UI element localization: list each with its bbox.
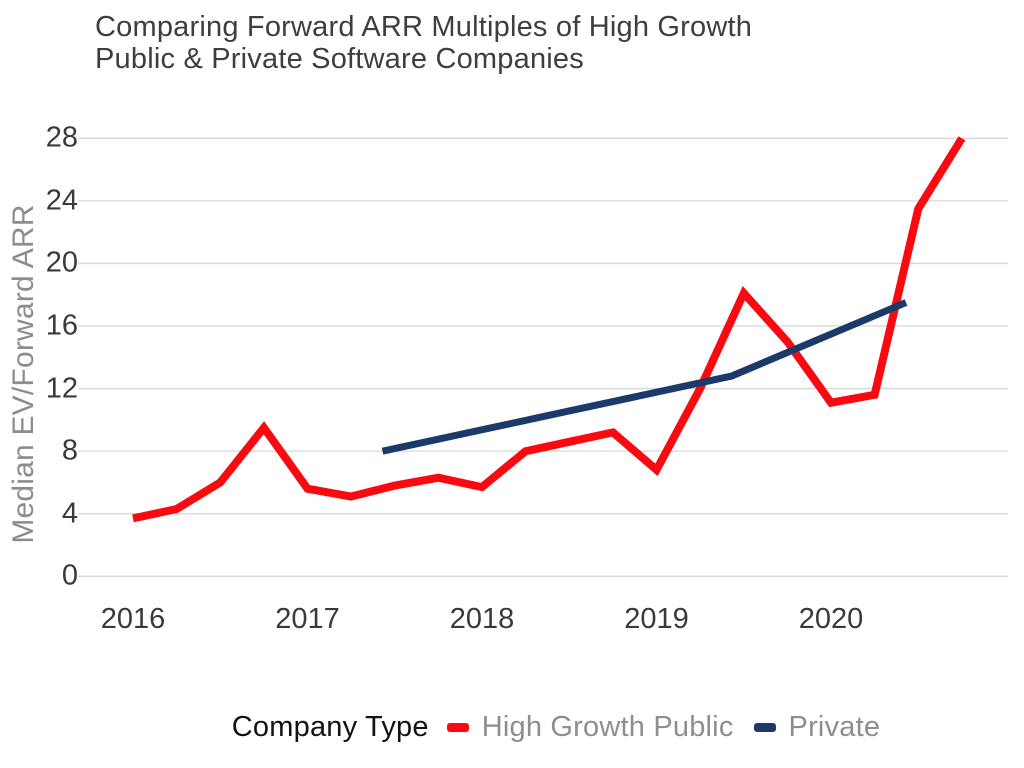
x-tick-label-2019: 2019 bbox=[624, 603, 689, 635]
y-tick-label-20: 20 bbox=[45, 246, 78, 279]
legend-entry-high-growth-public: High Growth Public bbox=[446, 711, 734, 744]
legend: Company Type High Growth Public Private bbox=[44, 711, 1024, 744]
legend-label-high-growth-public: High Growth Public bbox=[481, 711, 734, 743]
y-tick-label-4: 4 bbox=[61, 497, 78, 530]
series-line-high-growth-public bbox=[132, 136, 966, 523]
y-tick-label-24: 24 bbox=[45, 184, 78, 217]
legend-entry-private: Private bbox=[753, 711, 881, 744]
legend-swatch-private bbox=[753, 723, 776, 732]
legend-entries: High Growth Public Private bbox=[446, 711, 881, 744]
y-tick-label-8: 8 bbox=[61, 434, 78, 467]
x-tick-label-2017: 2017 bbox=[275, 603, 340, 635]
x-tick-label-2020: 2020 bbox=[798, 603, 864, 635]
legend-swatch-high-growth-public bbox=[446, 723, 469, 732]
series-line-private bbox=[381, 299, 908, 455]
gridlines bbox=[78, 137, 1008, 577]
legend-title: Company Type bbox=[231, 711, 429, 743]
x-tick-label-2016: 2016 bbox=[100, 603, 166, 635]
x-tick-label-2018: 2018 bbox=[449, 603, 515, 635]
legend-label-private: Private bbox=[788, 711, 881, 743]
y-tick-label-28: 28 bbox=[45, 121, 78, 154]
y-tick-label-16: 16 bbox=[45, 309, 78, 342]
y-tick-label-12: 12 bbox=[45, 372, 78, 405]
y-tick-label-0: 0 bbox=[61, 559, 78, 592]
chart-title: Comparing Forward ARR Multiples of High … bbox=[95, 11, 753, 75]
